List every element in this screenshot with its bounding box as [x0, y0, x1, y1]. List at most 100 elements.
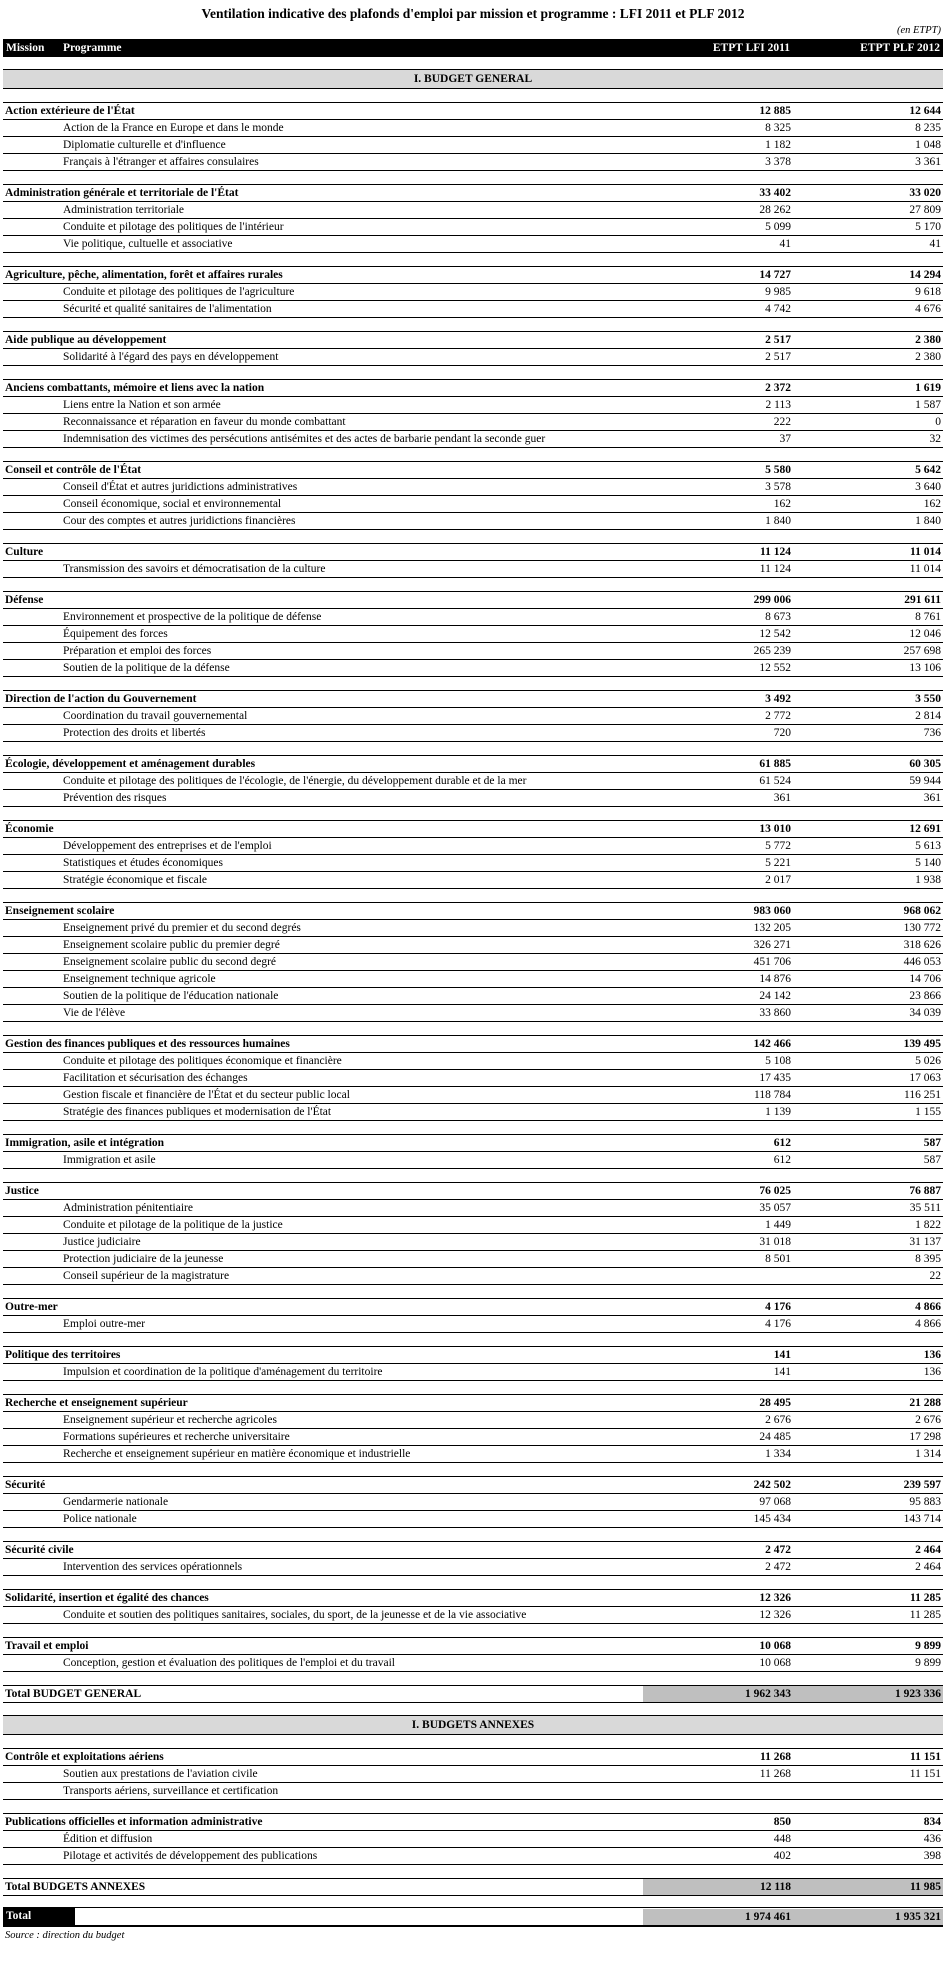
programme-etpt-plf-2012: 143 714: [903, 1513, 941, 1525]
programme-etpt-lfi-2011: 402: [773, 1850, 791, 1862]
mission-name: Anciens combattants, mémoire et liens av…: [5, 382, 265, 394]
mission-name: Agriculture, pêche, alimentation, forêt …: [5, 269, 283, 281]
programme-etpt-plf-2012: 11 151: [909, 1768, 941, 1780]
programme-etpt-plf-2012: 5 026: [915, 1055, 941, 1067]
programme-etpt-plf-2012: 1 587: [915, 399, 941, 411]
programme-etpt-plf-2012: 1 155: [915, 1106, 941, 1118]
mission-block: Recherche et enseignement supérieur 28 49…: [3, 1394, 943, 1463]
programme-etpt-plf-2012: 11 285: [909, 1609, 941, 1621]
section-total-etpt-lfi-2011: 1 962 343: [643, 1686, 793, 1702]
mission-block: Enseignement scolaire 983 060 968 062 Ensei…: [3, 902, 943, 1022]
programme-etpt-plf-2012: 22: [929, 1270, 942, 1282]
programme-name: Facilitation et sécurisation des échange…: [63, 1072, 248, 1084]
mission-row: Recherche et enseignement supérieur 28 49…: [3, 1394, 943, 1412]
programme-row: Recherche et enseignement supérieur en m…: [3, 1446, 943, 1463]
programme-name: Soutien de la politique de l'éducation n…: [63, 990, 279, 1002]
header-programme-label: Programme: [63, 42, 122, 54]
programme-row: Gestion fiscale et financière de l'État …: [3, 1087, 943, 1104]
programme-etpt-lfi-2011: 11 268: [759, 1768, 791, 1780]
mission-name: Solidarité, insertion et égalité des cha…: [5, 1592, 209, 1604]
programme-row: Conseil économique, social et environnem…: [3, 496, 943, 513]
mission-block: Agriculture, pêche, alimentation, forêt …: [3, 266, 943, 318]
mission-row: Publications officielles et information …: [3, 1813, 943, 1831]
programme-row: Intervention des services opérationnels 2…: [3, 1559, 943, 1576]
programme-name: Reconnaissance et réparation en faveur d…: [63, 416, 346, 428]
mission-block: Sécurité 242 502 239 597 Gendarmerie nation…: [3, 1476, 943, 1528]
grand-total-row: Total 1 974 461 1 935 321: [3, 1907, 943, 1927]
mission-block: Défense 299 006 291 611 Environnement et pr…: [3, 591, 943, 677]
section-total-etpt-plf-2012: 11 985: [793, 1879, 943, 1895]
programme-etpt-plf-2012: 1 048: [915, 139, 941, 151]
mission-block: Anciens combattants, mémoire et liens av…: [3, 379, 943, 448]
mission-row: Défense 299 006 291 611: [3, 591, 943, 609]
programme-etpt-lfi-2011: 8 673: [765, 611, 791, 623]
mission-block: Aide publique au développement 2 517 2 380…: [3, 331, 943, 366]
mission-etpt-lfi-2011: 4 176: [765, 1301, 791, 1313]
programme-name: Vie de l'élève: [63, 1007, 126, 1019]
programme-etpt-lfi-2011: 2 517: [765, 351, 791, 363]
programme-etpt-lfi-2011: 162: [773, 498, 791, 510]
programme-etpt-plf-2012: 17 063: [909, 1072, 941, 1084]
programme-etpt-lfi-2011: 720: [773, 727, 791, 739]
programme-name: Enseignement technique agricole: [63, 973, 216, 985]
programme-etpt-lfi-2011: 5 772: [765, 840, 791, 852]
mission-etpt-plf-2012: 136: [923, 1349, 941, 1361]
mission-etpt-plf-2012: 291 611: [904, 594, 941, 606]
mission-name: Gestion des finances publiques et des re…: [5, 1038, 290, 1050]
programme-etpt-lfi-2011: 11 124: [759, 563, 791, 575]
mission-block: Politique des territoires 141 136 Impulsion…: [3, 1346, 943, 1381]
programme-row: Conduite et pilotage des politiques écon…: [3, 1053, 943, 1070]
programme-name: Équipement des forces: [63, 628, 168, 640]
mission-row: Culture 11 124 11 014: [3, 543, 943, 561]
programme-row: Transmission des savoirs et démocratisat…: [3, 561, 943, 578]
mission-etpt-lfi-2011: 2 372: [765, 382, 791, 394]
mission-name: Sécurité civile: [5, 1544, 74, 1556]
programme-etpt-plf-2012: 1 822: [915, 1219, 941, 1231]
programme-etpt-lfi-2011: 3 578: [765, 481, 791, 493]
programme-row: Diplomatie culturelle et d'influence 1 18…: [3, 137, 943, 154]
mission-etpt-lfi-2011: 11 124: [760, 546, 791, 558]
programme-row: Conduite et pilotage de la politique de …: [3, 1217, 943, 1234]
mission-etpt-lfi-2011: 28 495: [759, 1397, 791, 1409]
programme-etpt-lfi-2011: 2 772: [765, 710, 791, 722]
programme-etpt-lfi-2011: 24 485: [759, 1431, 791, 1443]
mission-row: Outre-mer 4 176 4 866: [3, 1298, 943, 1316]
mission-block: Solidarité, insertion et égalité des cha…: [3, 1589, 943, 1624]
programme-row: Environnement et prospective de la polit…: [3, 609, 943, 626]
mission-block: Conseil et contrôle de l'État 5 580 5 642 C…: [3, 461, 943, 530]
programme-etpt-lfi-2011: 5 221: [765, 857, 791, 869]
programme-name: Vie politique, cultuelle et associative: [63, 238, 233, 250]
mission-etpt-lfi-2011: 612: [773, 1137, 791, 1149]
programme-etpt-lfi-2011: 1 139: [765, 1106, 791, 1118]
programme-name: Justice judiciaire: [63, 1236, 141, 1248]
programme-etpt-plf-2012: 23 866: [909, 990, 941, 1002]
programme-etpt-lfi-2011: 1 182: [765, 139, 791, 151]
programme-etpt-lfi-2011: 10 068: [759, 1657, 791, 1669]
mission-row: Action extérieure de l'État 12 885 12 644: [3, 102, 943, 120]
programme-etpt-lfi-2011: 451 706: [753, 956, 791, 968]
programme-etpt-lfi-2011: 5 108: [765, 1055, 791, 1067]
programme-name: Liens entre la Nation et son armée: [63, 399, 221, 411]
mission-etpt-plf-2012: 21 288: [909, 1397, 941, 1409]
programme-etpt-plf-2012: 4 676: [915, 303, 941, 315]
programme-name: Environnement et prospective de la polit…: [63, 611, 322, 623]
mission-row: Immigration, asile et intégration 612 587: [3, 1134, 943, 1152]
programme-row: Justice judiciaire 31 018 31 137: [3, 1234, 943, 1251]
programme-etpt-lfi-2011: [643, 1282, 793, 1284]
mission-block: Travail et emploi 10 068 9 899 Conception, …: [3, 1637, 943, 1672]
programme-name: Statistiques et études économiques: [63, 857, 224, 869]
programme-etpt-lfi-2011: 118 784: [754, 1089, 791, 1101]
programme-etpt-plf-2012: 9 899: [915, 1657, 941, 1669]
header-etpt-plf-2012-label: ETPT PLF 2012: [860, 42, 940, 54]
mission-block: Gestion des finances publiques et des re…: [3, 1035, 943, 1121]
mission-name: Direction de l'action du Gouvernement: [5, 693, 197, 705]
programme-name: Enseignement scolaire public du premier …: [63, 939, 280, 951]
programme-etpt-lfi-2011: 1 840: [765, 515, 791, 527]
mission-etpt-plf-2012: 60 305: [909, 758, 941, 770]
mission-name: Culture: [5, 546, 44, 558]
programme-row: Facilitation et sécurisation des échange…: [3, 1070, 943, 1087]
mission-name: Enseignement scolaire: [5, 905, 115, 917]
programme-etpt-plf-2012: 1 938: [915, 874, 941, 886]
mission-block: Justice 76 025 76 887 Administration pénite…: [3, 1182, 943, 1285]
programme-name: Recherche et enseignement supérieur en m…: [63, 1448, 411, 1460]
